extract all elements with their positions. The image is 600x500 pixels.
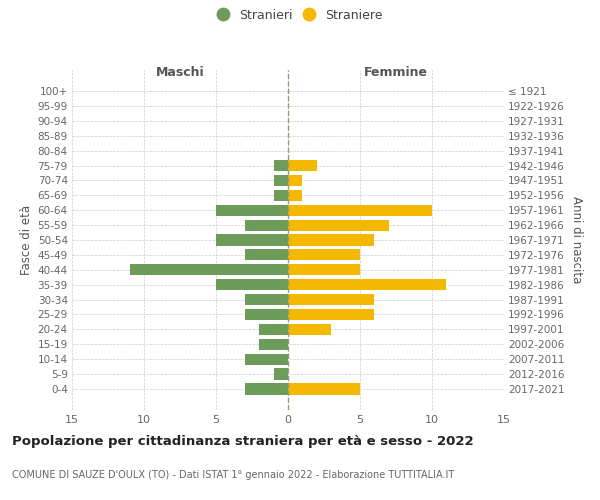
Y-axis label: Fasce di età: Fasce di età <box>20 205 34 275</box>
Bar <box>288 279 446 290</box>
Bar <box>216 234 288 246</box>
Bar <box>274 175 288 186</box>
Bar <box>288 324 331 335</box>
Bar <box>245 220 288 230</box>
Bar <box>288 264 360 276</box>
Bar <box>130 264 288 276</box>
Bar <box>216 204 288 216</box>
Bar <box>288 204 432 216</box>
Bar <box>245 384 288 394</box>
Text: Maschi: Maschi <box>155 66 205 79</box>
Text: Femmine: Femmine <box>364 66 428 79</box>
Bar <box>288 250 360 260</box>
Y-axis label: Anni di nascita: Anni di nascita <box>571 196 583 284</box>
Bar <box>288 175 302 186</box>
Legend: Stranieri, Straniere: Stranieri, Straniere <box>215 6 386 24</box>
Bar <box>288 160 317 171</box>
Bar <box>274 368 288 380</box>
Bar <box>288 220 389 230</box>
Bar <box>288 384 360 394</box>
Bar <box>288 309 374 320</box>
Text: Popolazione per cittadinanza straniera per età e sesso - 2022: Popolazione per cittadinanza straniera p… <box>12 435 473 448</box>
Bar <box>245 354 288 365</box>
Bar <box>259 338 288 350</box>
Bar <box>259 324 288 335</box>
Bar <box>245 309 288 320</box>
Bar <box>245 294 288 305</box>
Bar <box>245 250 288 260</box>
Bar <box>288 190 302 201</box>
Bar <box>274 160 288 171</box>
Bar <box>288 234 374 246</box>
Bar <box>288 294 374 305</box>
Bar <box>216 279 288 290</box>
Bar <box>274 190 288 201</box>
Text: COMUNE DI SAUZE D'OULX (TO) - Dati ISTAT 1° gennaio 2022 - Elaborazione TUTTITAL: COMUNE DI SAUZE D'OULX (TO) - Dati ISTAT… <box>12 470 454 480</box>
